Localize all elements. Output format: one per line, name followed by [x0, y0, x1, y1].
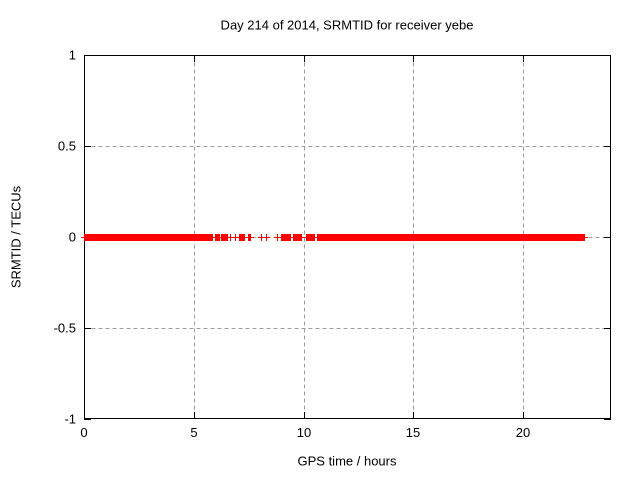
y-tick-label: 0 — [69, 230, 76, 245]
x-axis-label: GPS time / hours — [297, 453, 397, 469]
chart-title: Day 214 of 2014, SRMTID for receiver yeb… — [220, 17, 474, 33]
y-tick-label: 1 — [69, 48, 76, 63]
y-tick-label: -0.5 — [54, 321, 76, 336]
x-tick-label: 20 — [516, 425, 530, 440]
y-tick-label: 0.5 — [58, 139, 76, 154]
x-tick-label: 15 — [406, 425, 420, 440]
x-tick-label: 0 — [80, 425, 87, 440]
x-tick-label: 5 — [190, 425, 197, 440]
data-points — [81, 234, 588, 241]
y-tick-label: -1 — [64, 412, 76, 427]
x-tick-label: 10 — [297, 425, 311, 440]
